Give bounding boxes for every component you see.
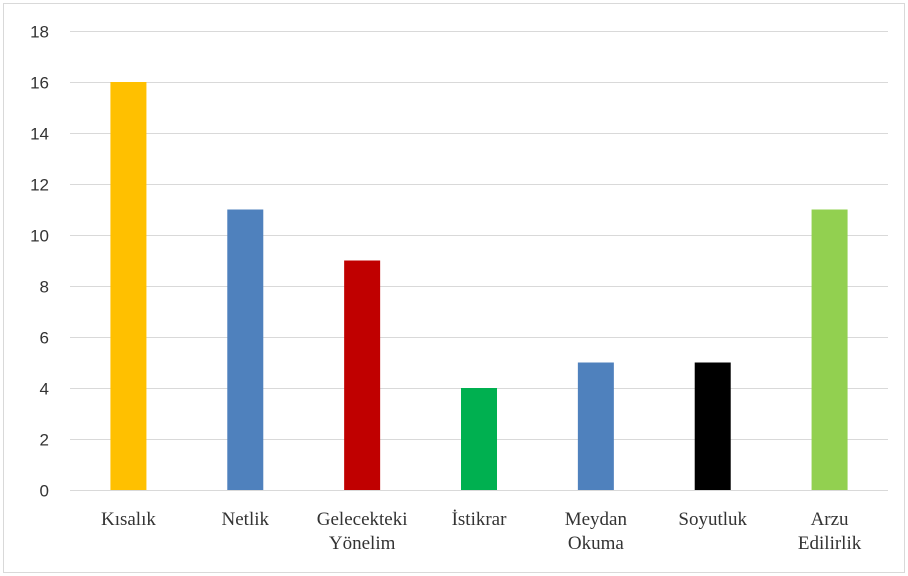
x-axis-ticks: Kısalık Netlik Gelecekteki Yönelim İstikrar M… <box>101 509 862 554</box>
y-tick-label: 18 <box>30 23 49 42</box>
bar <box>577 362 614 490</box>
x-tick-label: Gelecekteki Yönelim <box>317 509 408 554</box>
y-tick-label: 12 <box>30 176 49 195</box>
y-tick-label: 4 <box>40 380 49 399</box>
x-tick-label: Netlik <box>222 509 270 530</box>
bar <box>694 362 731 490</box>
y-tick-label: 0 <box>40 482 49 501</box>
bar <box>461 388 497 490</box>
bar <box>227 209 264 490</box>
x-tick-label: Kısalık <box>101 509 156 530</box>
bar <box>811 209 848 490</box>
bar <box>110 82 147 490</box>
x-tick-label: Arzu Edilirlik <box>798 509 862 554</box>
y-tick-label: 8 <box>40 278 49 297</box>
bar <box>344 260 381 490</box>
x-tick-label: Meydan Okuma <box>565 509 628 554</box>
chart-frame <box>3 3 905 573</box>
y-tick-label: 14 <box>30 125 49 144</box>
y-tick-label: 16 <box>30 74 49 93</box>
x-tick-label: İstikrar <box>452 509 508 530</box>
y-tick-label: 10 <box>30 227 49 246</box>
y-tick-label: 6 <box>40 329 49 348</box>
y-axis-ticks: 0 2 4 6 8 10 12 14 16 18 <box>30 23 49 501</box>
grid-layer <box>70 31 888 491</box>
bars <box>110 82 848 490</box>
y-tick-label: 2 <box>40 431 49 450</box>
x-tick-label: Soyutluk <box>678 509 747 530</box>
